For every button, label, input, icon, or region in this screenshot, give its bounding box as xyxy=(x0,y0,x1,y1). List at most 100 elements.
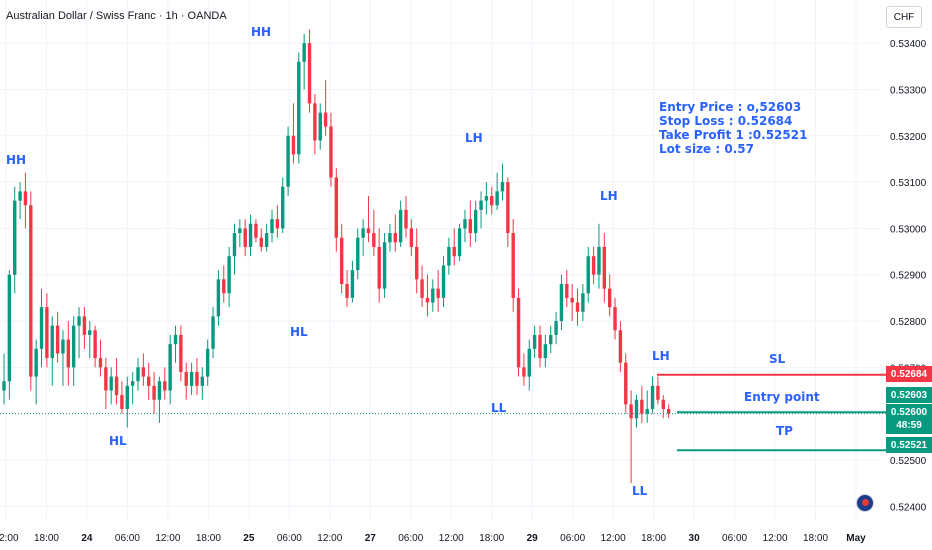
candle xyxy=(484,182,489,215)
candle xyxy=(200,367,205,400)
candle xyxy=(382,233,387,298)
candle xyxy=(420,265,424,308)
current-price-tag: 0.52600 48:59 xyxy=(886,404,932,434)
candle xyxy=(147,362,151,400)
candle-body xyxy=(39,307,44,349)
candle xyxy=(173,325,178,363)
candle xyxy=(50,316,54,386)
candle xyxy=(356,228,360,280)
candle-body xyxy=(302,43,306,62)
candle-body xyxy=(179,334,183,372)
candle-body xyxy=(168,344,172,391)
candle-body xyxy=(393,233,397,243)
candle-body xyxy=(559,283,564,322)
candle xyxy=(398,200,403,247)
candle xyxy=(500,163,505,201)
candle-body xyxy=(329,126,333,178)
candle-body xyxy=(55,325,60,354)
candle xyxy=(77,307,81,359)
candle xyxy=(640,385,644,423)
candle-body xyxy=(104,367,108,391)
candle xyxy=(125,376,129,428)
candle xyxy=(393,214,397,252)
candle xyxy=(436,270,440,312)
candle-body xyxy=(200,376,205,386)
candle-body xyxy=(388,233,392,243)
level-lines xyxy=(0,373,886,452)
candle-body xyxy=(163,381,167,391)
candle xyxy=(602,233,607,303)
candle-body xyxy=(532,334,537,349)
candle xyxy=(109,367,113,405)
currency-button[interactable]: CHF xyxy=(886,6,922,28)
candle-body xyxy=(645,409,649,414)
candle-body xyxy=(184,371,188,386)
candle-body xyxy=(318,112,322,141)
x-tick-label: 12:00 xyxy=(601,533,626,544)
candle-body xyxy=(216,279,221,317)
candle xyxy=(618,321,623,372)
candle-body xyxy=(136,367,140,382)
candle-body xyxy=(522,367,526,377)
candle-body xyxy=(581,293,585,312)
candle xyxy=(591,246,596,284)
candle xyxy=(366,196,371,243)
pivot-label-hl-1: HL xyxy=(109,434,127,448)
candle-body xyxy=(666,409,671,414)
candle xyxy=(495,172,499,210)
candle-body xyxy=(650,385,655,410)
candle xyxy=(222,265,226,303)
candle xyxy=(163,367,167,400)
symbol-title: Australian Dollar / Swiss Franc · 1h · O… xyxy=(6,10,227,22)
candle xyxy=(345,270,349,308)
candle-body xyxy=(18,191,22,201)
candle-body xyxy=(457,228,462,257)
flag-avatar-icon[interactable] xyxy=(856,494,874,512)
candle xyxy=(286,126,290,197)
candle xyxy=(404,196,408,238)
sl-label: SL xyxy=(769,352,786,366)
candle-body xyxy=(71,325,76,368)
candle-body xyxy=(323,112,328,127)
candle xyxy=(479,191,483,229)
candle xyxy=(302,33,306,90)
candle xyxy=(61,330,65,386)
candle-body xyxy=(372,233,376,247)
candle xyxy=(93,325,97,368)
candle xyxy=(543,334,548,368)
candle xyxy=(227,246,231,308)
candle xyxy=(2,353,6,405)
candle-body xyxy=(452,246,456,257)
candle xyxy=(297,52,301,164)
candle xyxy=(264,223,269,252)
candle-body xyxy=(120,395,124,410)
candle-body xyxy=(61,339,65,354)
candle-body xyxy=(597,246,601,275)
candle xyxy=(549,325,553,354)
entry-price-tag: 0.52603 xyxy=(886,387,932,403)
candle-body xyxy=(23,191,28,206)
candle xyxy=(629,390,633,484)
candle xyxy=(350,260,355,303)
candle xyxy=(152,371,156,414)
time-axis[interactable]: 12:00 18:00 24 06:00 12:00 18:00 25 06:00 12:00 2… xyxy=(0,533,866,544)
candle xyxy=(473,200,478,243)
x-tick-label: 06:00 xyxy=(277,533,302,544)
candle xyxy=(431,279,435,312)
candle-body xyxy=(656,385,660,400)
candle xyxy=(23,172,28,229)
candle xyxy=(216,270,221,326)
entry-price-text: Entry Price : o,52603 xyxy=(659,100,802,114)
candle xyxy=(88,321,92,359)
candle-body xyxy=(109,376,113,391)
candle xyxy=(447,237,451,275)
x-tick-label: 18:00 xyxy=(34,533,59,544)
candle-body xyxy=(415,246,419,280)
y-tick-label: 0.52800 xyxy=(890,317,927,328)
candle xyxy=(313,94,317,155)
x-tick-label: 27 xyxy=(365,533,377,544)
candle-body xyxy=(211,316,215,349)
candle-body xyxy=(66,339,71,368)
candle xyxy=(141,353,146,386)
